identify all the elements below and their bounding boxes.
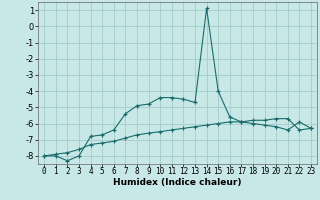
X-axis label: Humidex (Indice chaleur): Humidex (Indice chaleur) — [113, 178, 242, 187]
